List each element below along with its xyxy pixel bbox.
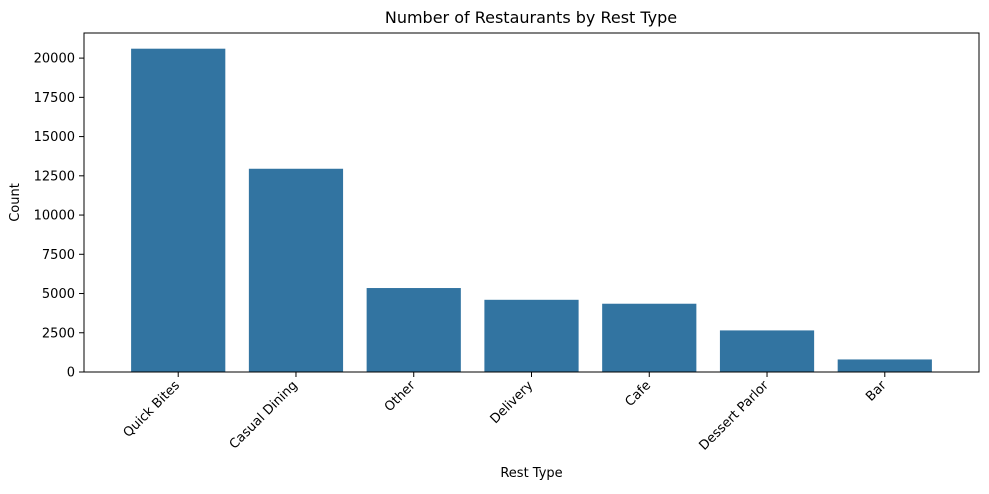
y-axis-label: Count [8,183,23,222]
y-tick-label: 15000 [34,130,75,145]
x-tick-label: Quick Bites [121,378,184,441]
x-axis-label: Rest Type [500,466,562,481]
y-tick-label: 0 [67,366,75,381]
bar-dessert-parlor [719,330,815,372]
y-tick-label: 12500 [34,169,75,184]
bar-cafe [602,303,697,372]
bar-bar [837,359,932,372]
y-tick-label: 20000 [34,52,75,67]
y-tick-label: 2500 [42,326,75,341]
x-axis-ticks: Quick Bites Casual Dining Other Delivery Caf… [121,372,890,454]
x-tick-label: Dessert Parlor [696,378,772,454]
y-tick-label: 7500 [42,248,75,263]
plot-area-frame [83,32,980,373]
bar-delivery [484,299,579,372]
bar-quick-bites [131,48,226,372]
x-tick-label: Cafe [623,378,655,410]
bar-casual-dining [248,168,344,372]
x-tick-label: Other [382,378,419,415]
y-axis-ticks: 0 2500 5000 7500 10000 12500 15000 17500 20000 [34,52,84,381]
x-tick-label: Bar [863,378,890,405]
y-tick-label: 5000 [42,287,75,302]
bar-series [131,48,932,372]
x-tick-label: Delivery [488,378,537,427]
chart-title: Number of Restaurants by Rest Type [385,8,677,27]
y-tick-label: 17500 [34,91,75,106]
bar-other [366,288,461,372]
y-tick-label: 10000 [34,209,75,224]
x-tick-label: Casual Dining [227,378,301,452]
